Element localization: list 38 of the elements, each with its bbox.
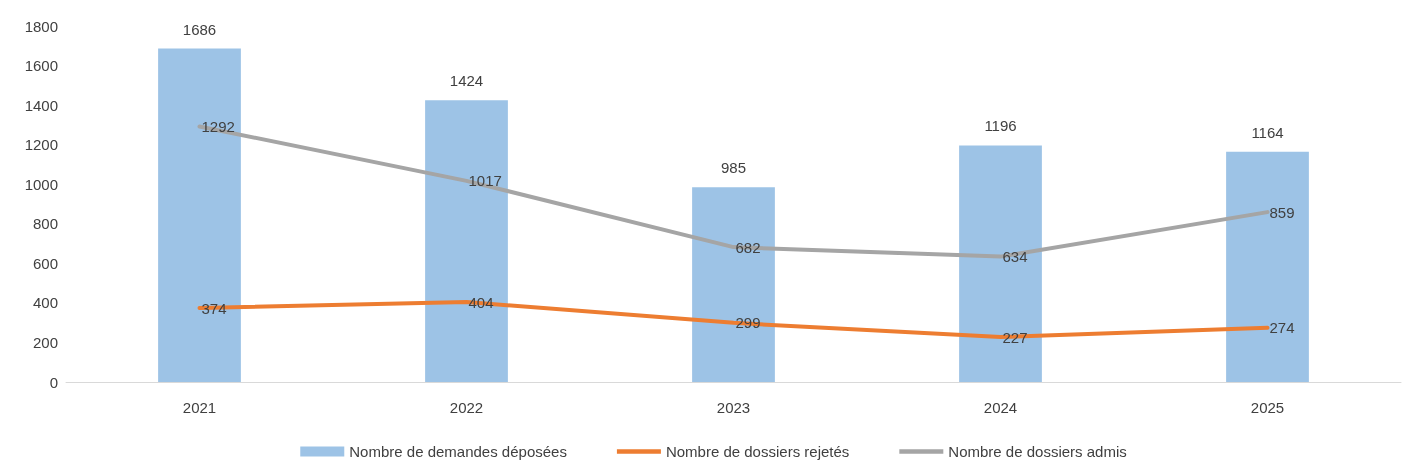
data-label: 634 xyxy=(1002,248,1028,266)
bar xyxy=(959,145,1042,382)
x-tick-label: 2025 xyxy=(1250,399,1285,416)
data-label: 299 xyxy=(735,314,761,332)
x-tick-label: 2021 xyxy=(182,399,217,416)
x-tick-label: 2022 xyxy=(449,399,484,416)
y-tick-label: 800 xyxy=(32,215,58,233)
data-label: 859 xyxy=(1269,203,1295,221)
data-label: 1196 xyxy=(984,117,1017,135)
data-label: 1424 xyxy=(449,72,484,90)
legend-label: Nombre de demandes déposées xyxy=(349,443,567,460)
y-tick-label: 600 xyxy=(32,254,58,272)
data-label: 404 xyxy=(468,293,494,311)
x-tick-label: 2024 xyxy=(983,399,1018,416)
data-label: 227 xyxy=(1002,328,1028,346)
y-tick-label: 1600 xyxy=(24,57,58,75)
y-tick-label: 1200 xyxy=(24,136,58,154)
data-label: 274 xyxy=(1269,319,1295,337)
y-tick-label: 200 xyxy=(32,333,58,351)
x-tick-label: 2023 xyxy=(716,399,751,416)
data-label: 1017 xyxy=(468,172,502,190)
bar xyxy=(1226,151,1309,382)
legend-label: Nombre de dossiers admis xyxy=(948,443,1127,460)
data-label: 985 xyxy=(720,159,747,177)
bar xyxy=(425,100,508,382)
y-tick-label: 1000 xyxy=(24,175,58,193)
data-label: 1292 xyxy=(201,117,235,135)
data-label: 682 xyxy=(735,238,761,256)
y-tick-label: 0 xyxy=(49,373,58,391)
bar xyxy=(158,48,241,382)
data-label: 374 xyxy=(201,299,227,317)
y-tick-label: 1400 xyxy=(24,96,58,114)
data-label: 1164 xyxy=(1251,123,1284,141)
bar xyxy=(692,187,775,382)
legend-label: Nombre de dossiers rejetés xyxy=(665,443,850,460)
data-label: 1686 xyxy=(182,20,217,38)
y-tick-label: 400 xyxy=(32,294,58,312)
y-tick-label: 1800 xyxy=(24,17,58,35)
